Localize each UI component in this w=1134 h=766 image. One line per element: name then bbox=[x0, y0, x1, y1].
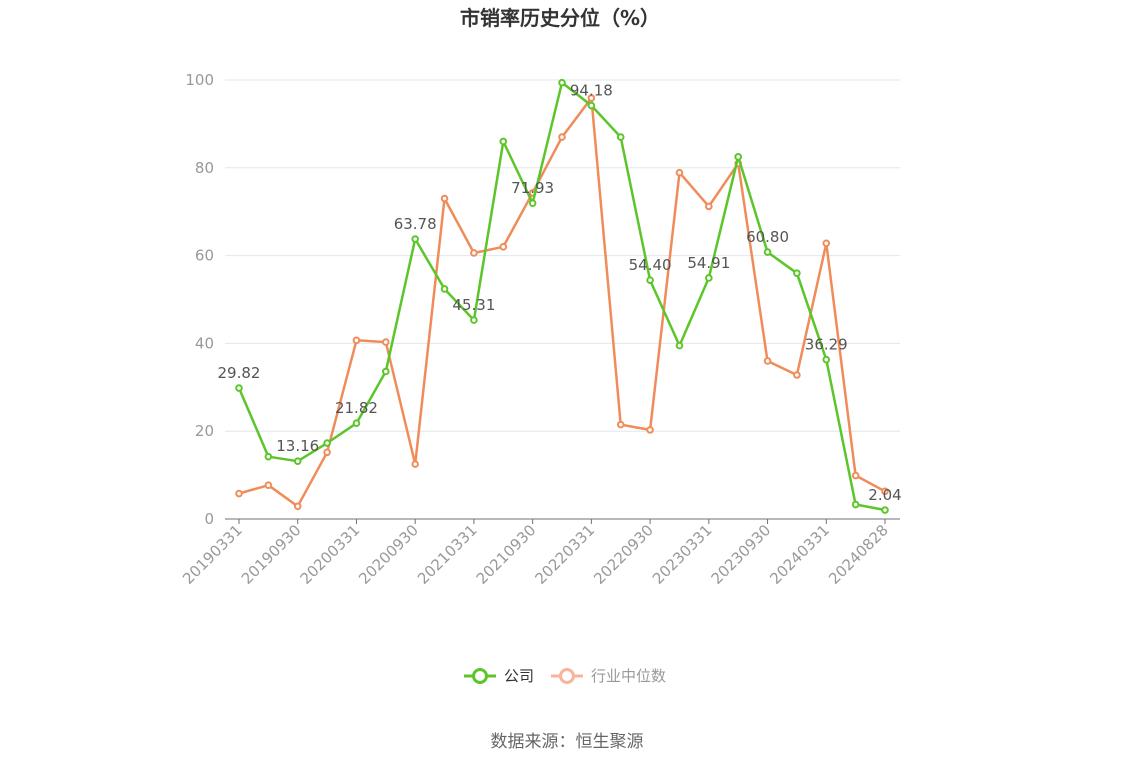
chart-title: 市销率历史分位（%） bbox=[460, 6, 660, 30]
data-point[interactable] bbox=[440, 285, 449, 293]
data-point[interactable] bbox=[323, 439, 331, 447]
data-label: 45.31 bbox=[452, 296, 495, 314]
data-label: 29.82 bbox=[218, 364, 261, 382]
data-point[interactable] bbox=[470, 316, 478, 324]
series-line bbox=[237, 81, 886, 512]
data-label: 54.91 bbox=[687, 254, 730, 272]
data-point[interactable] bbox=[293, 502, 302, 511]
data-point[interactable] bbox=[411, 460, 419, 468]
data-label: 36.29 bbox=[805, 336, 848, 354]
x-tick-label: 20230930 bbox=[708, 521, 775, 588]
data-point[interactable] bbox=[499, 243, 508, 251]
data-point[interactable] bbox=[793, 371, 801, 379]
data-source: 数据来源：恒生聚源 bbox=[491, 732, 644, 752]
x-tick-label: 20220331 bbox=[531, 521, 598, 588]
data-point[interactable] bbox=[734, 153, 742, 161]
data-point[interactable] bbox=[558, 78, 566, 87]
data-point[interactable] bbox=[382, 338, 390, 346]
data-label: 94.18 bbox=[570, 82, 613, 100]
legend-item-industry[interactable]: 行业中位数 bbox=[551, 667, 666, 685]
data-point[interactable] bbox=[235, 489, 243, 498]
data-point[interactable] bbox=[587, 101, 596, 110]
data-point[interactable] bbox=[822, 239, 831, 248]
data-point[interactable] bbox=[705, 274, 713, 282]
x-tick-label: 20200331 bbox=[297, 521, 364, 588]
x-tick-label: 20240331 bbox=[766, 521, 833, 588]
x-tick-label: 20190331 bbox=[179, 521, 246, 588]
y-tick-label: 40 bbox=[195, 334, 214, 352]
data-label: 2.04 bbox=[868, 486, 901, 504]
data-point[interactable] bbox=[616, 420, 625, 429]
data-point[interactable] bbox=[293, 457, 302, 466]
legend-industry-label: 行业中位数 bbox=[591, 667, 666, 685]
x-tick-label: 20210930 bbox=[473, 521, 540, 588]
data-point[interactable] bbox=[763, 248, 772, 256]
data-point[interactable] bbox=[881, 487, 889, 496]
data-point[interactable] bbox=[352, 336, 361, 345]
data-point[interactable] bbox=[793, 269, 801, 277]
y-tick-label: 100 bbox=[185, 71, 214, 89]
data-point[interactable] bbox=[646, 276, 654, 284]
data-point[interactable] bbox=[235, 384, 243, 392]
data-point[interactable] bbox=[499, 137, 508, 146]
legend-company-label: 公司 bbox=[504, 667, 534, 685]
data-labels: 29.82 13.16 21.82 63.78 45.31 71.93 94.18 54.40… bbox=[218, 82, 902, 504]
y-tick-label: 80 bbox=[195, 159, 214, 177]
data-point[interactable] bbox=[440, 194, 449, 203]
data-point[interactable] bbox=[675, 341, 684, 350]
data-point[interactable] bbox=[881, 506, 889, 514]
legend-item-company[interactable]: 公司 bbox=[464, 667, 534, 685]
data-label: 63.78 bbox=[394, 215, 437, 233]
data-point[interactable] bbox=[763, 357, 772, 365]
data-point[interactable] bbox=[675, 168, 684, 177]
y-tick-label: 60 bbox=[195, 247, 214, 265]
x-tick-label: 20190930 bbox=[238, 521, 305, 588]
data-point[interactable] bbox=[470, 249, 478, 257]
legend: 公司 行业中位数 bbox=[464, 667, 666, 685]
data-label: 13.16 bbox=[276, 437, 319, 455]
data-point[interactable] bbox=[528, 199, 537, 208]
data-point[interactable] bbox=[382, 367, 390, 376]
data-point[interactable] bbox=[851, 471, 860, 480]
data-point[interactable] bbox=[352, 419, 361, 428]
data-point[interactable] bbox=[646, 426, 654, 434]
x-tick-label: 20210331 bbox=[414, 521, 481, 588]
legend-company-marker bbox=[472, 668, 488, 684]
data-point[interactable] bbox=[411, 235, 419, 243]
data-point[interactable] bbox=[616, 133, 625, 141]
legend-industry-marker bbox=[559, 668, 575, 684]
data-point[interactable] bbox=[323, 448, 331, 457]
data-point[interactable] bbox=[587, 94, 596, 102]
x-tick-label: 20220930 bbox=[590, 521, 657, 588]
data-point[interactable] bbox=[851, 500, 860, 509]
data-label: 60.80 bbox=[746, 228, 789, 246]
x-tick-label: 20230331 bbox=[649, 521, 716, 588]
data-label: 21.82 bbox=[335, 399, 378, 417]
y-tick-label: 20 bbox=[195, 422, 214, 440]
data-point[interactable] bbox=[264, 452, 273, 461]
series-line bbox=[238, 96, 886, 508]
data-point[interactable] bbox=[558, 133, 566, 141]
data-point[interactable] bbox=[264, 481, 273, 489]
y-tick-label: 0 bbox=[204, 510, 214, 528]
data-point[interactable] bbox=[705, 202, 713, 211]
grid: 0 20 40 60 80 100 bbox=[185, 71, 900, 528]
x-axis: 2019033120190930202003312020093020210331… bbox=[179, 518, 900, 588]
data-label: 54.40 bbox=[629, 256, 672, 274]
data-label: 71.93 bbox=[511, 179, 554, 197]
data-point[interactable] bbox=[822, 355, 831, 364]
x-tick-label: 20200930 bbox=[355, 521, 422, 588]
x-tick-label: 20240828 bbox=[825, 521, 892, 588]
plot-area bbox=[235, 78, 889, 514]
